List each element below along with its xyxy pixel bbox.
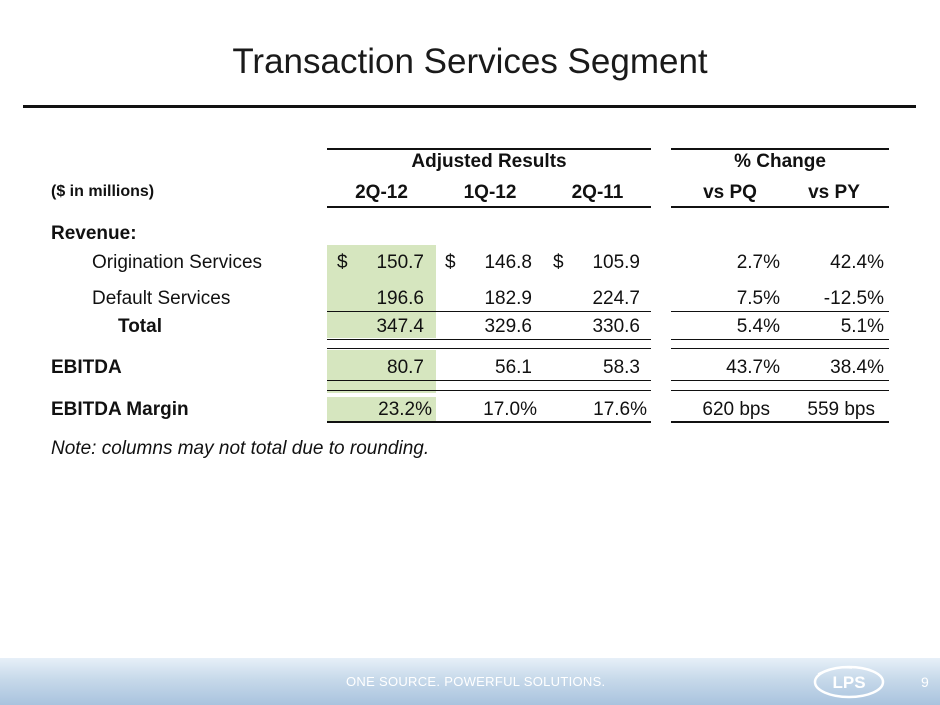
ebitda-rule-2-adjusted (327, 390, 651, 391)
margin-rule-change (671, 421, 889, 423)
col-header-vs-pq: vs PQ (703, 182, 757, 203)
title-divider (23, 105, 916, 108)
total-vs-py: 5.1% (840, 316, 884, 337)
margin-1q12: 17.0% (483, 399, 537, 420)
col-header-vs-py: vs PY (808, 182, 860, 203)
row-label-origination: Origination Services (92, 252, 263, 273)
footer-tagline: ONE SOURCE. POWERFUL SOLUTIONS. (346, 674, 606, 689)
ebitda-2q12: 80.7 (387, 357, 424, 378)
ebitda-2q11: 58.3 (603, 357, 640, 378)
total-rule-2-adjusted (327, 348, 651, 349)
total-rule-1-adjusted (327, 339, 651, 340)
margin-2q11: 17.6% (593, 399, 647, 420)
default-2q11: 224.7 (592, 288, 640, 309)
margin-vs-py: 559 bps (807, 399, 875, 420)
ebitda-rule-2-change (671, 390, 889, 391)
footnote: Note: columns may not total due to round… (51, 438, 430, 459)
currency-2q12: $ (337, 252, 348, 273)
header-percent-change: % Change (734, 151, 826, 172)
total-rule-1-change (671, 339, 889, 340)
default-vs-py: -12.5% (823, 288, 884, 309)
row-label-ebitda: EBITDA (51, 357, 122, 378)
highlight-column-mid (327, 350, 436, 393)
total-rule-2-change (671, 348, 889, 349)
margin-rule-adjusted (327, 421, 651, 423)
row-label-ebitda-margin: EBITDA Margin (51, 399, 189, 420)
units-label: ($ in millions) (51, 183, 155, 200)
ebitda-rule-1-adjusted (327, 380, 651, 381)
header-adjusted-results: Adjusted Results (411, 151, 567, 172)
currency-1q12: $ (445, 252, 456, 273)
total-2q12: 347.4 (376, 316, 424, 337)
page-number: 9 (921, 674, 929, 690)
origination-vs-pq: 2.7% (736, 252, 780, 273)
origination-1q12: 146.8 (484, 252, 532, 273)
change-header-rule (671, 206, 889, 208)
origination-2q11: 105.9 (592, 252, 640, 273)
total-1q12: 329.6 (484, 316, 532, 337)
highlight-column-bottom (327, 397, 436, 423)
footer-bar (0, 658, 940, 705)
default-rule-adjusted (327, 311, 651, 312)
margin-vs-pq: 620 bps (702, 399, 770, 420)
currency-2q11: $ (553, 252, 564, 273)
ebitda-vs-py: 38.4% (830, 357, 884, 378)
col-header-1q12: 1Q-12 (463, 182, 517, 203)
default-vs-pq: 7.5% (736, 288, 780, 309)
total-vs-pq: 5.4% (736, 316, 780, 337)
origination-vs-py: 42.4% (830, 252, 884, 273)
origination-2q12: 150.7 (376, 252, 424, 273)
ebitda-rule-1-change (671, 380, 889, 381)
adjusted-top-rule (327, 148, 651, 150)
total-2q11: 330.6 (592, 316, 640, 337)
row-label-total: Total (118, 316, 162, 337)
default-2q12: 196.6 (376, 288, 424, 309)
row-label-default: Default Services (92, 288, 231, 309)
adjusted-header-rule (327, 206, 651, 208)
default-1q12: 182.9 (484, 288, 532, 309)
logo-text: LPS (832, 673, 865, 692)
margin-2q12: 23.2% (378, 399, 432, 420)
ebitda-vs-pq: 43.7% (726, 357, 780, 378)
col-header-2q12: 2Q-12 (355, 182, 408, 203)
lps-logo: LPS (813, 665, 885, 699)
slide-title: Transaction Services Segment (232, 42, 708, 81)
default-rule-change (671, 311, 889, 312)
change-top-rule (671, 148, 889, 150)
col-header-2q11: 2Q-11 (571, 182, 624, 203)
revenue-label: Revenue: (51, 223, 137, 244)
highlight-column-top (327, 245, 436, 338)
ebitda-1q12: 56.1 (495, 357, 532, 378)
